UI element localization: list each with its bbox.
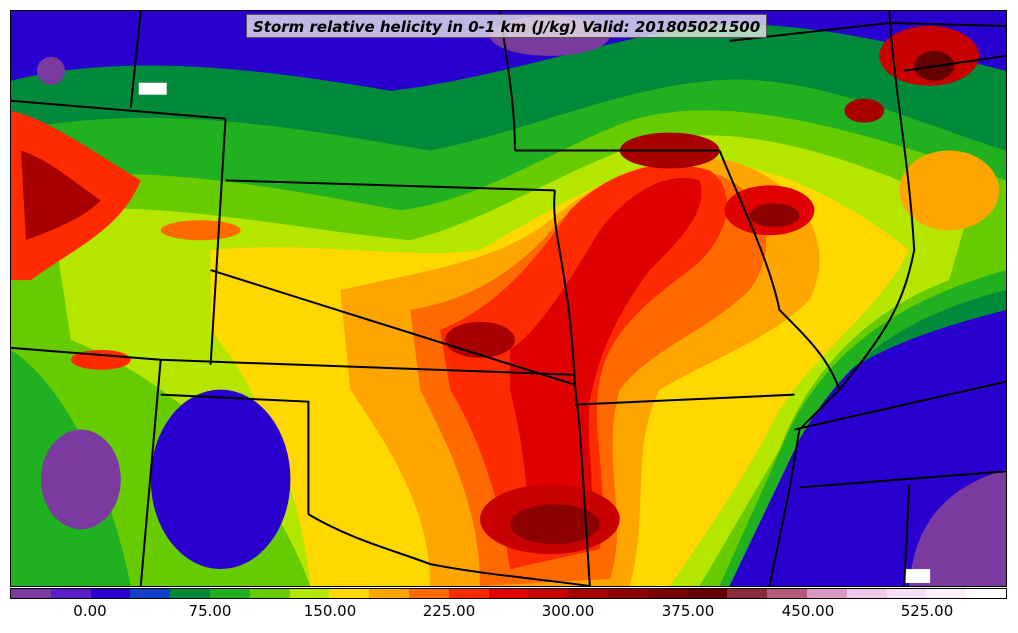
boundary-illinois-east xyxy=(838,11,916,391)
colorbar-segment xyxy=(846,589,887,598)
southeast-purple-region xyxy=(909,469,1006,586)
colorbar-segment xyxy=(966,589,1006,598)
boundary-arkansas-north xyxy=(574,393,795,406)
colorbar-segment xyxy=(50,589,91,598)
boundary-wyoming-east xyxy=(209,118,227,365)
colorbar-segment xyxy=(767,589,807,598)
lakes-orange-patch xyxy=(899,150,1000,231)
boundary-nebraska-north xyxy=(129,11,142,108)
boundary-mississippi-river xyxy=(718,150,841,586)
colorbar-segment xyxy=(11,589,51,598)
colorbar-segment xyxy=(329,589,370,598)
colorbar-segment xyxy=(528,589,569,598)
illinois-max-patch xyxy=(749,203,800,228)
far-nw-purple-spot xyxy=(36,56,65,85)
colorbar-tick-label: 150.00 xyxy=(303,602,357,620)
colorbar-segment xyxy=(408,589,449,598)
colorbar-segment xyxy=(209,589,250,598)
boundary-north-top xyxy=(889,21,1006,27)
texas-blue-region xyxy=(150,389,291,570)
colorbar-segment xyxy=(806,589,847,598)
colorbar-tick-label: 525.00 xyxy=(900,602,954,620)
colorbar-tick-label: 0.00 xyxy=(73,602,107,620)
colorbar-segment xyxy=(926,589,967,598)
boundary-missouri-west xyxy=(553,190,591,586)
west-darkred-streaks xyxy=(20,150,101,241)
colorado-orange-streak xyxy=(160,220,241,241)
white-spot-southeast xyxy=(905,569,931,584)
boundary-tennessee-south xyxy=(799,470,1006,489)
red-core-dark xyxy=(509,177,702,550)
boundary-red-river xyxy=(307,513,590,586)
boundary-kentucky-tennessee xyxy=(794,380,1006,431)
colorbar-tick-label: 75.00 xyxy=(188,602,232,620)
colorbar-segment xyxy=(727,589,768,598)
colorbar-segment xyxy=(289,589,330,598)
colorbar-tick-label: 450.00 xyxy=(781,602,835,620)
colorbar-segment xyxy=(647,589,688,598)
kansas-darkred-patch xyxy=(445,321,515,358)
map-title: Storm relative helicity in 0-1 km (J/kg)… xyxy=(246,14,768,38)
colorbar-segment xyxy=(886,589,927,598)
boundary-lake-michigan xyxy=(904,54,1006,72)
colorbar-segment xyxy=(568,589,608,598)
boundary-alabama-west xyxy=(903,484,911,586)
colorbar-segment xyxy=(249,589,290,598)
white-spot-north xyxy=(138,82,167,95)
boundary-sd-south xyxy=(225,179,555,192)
colorbar-segment xyxy=(170,589,210,598)
colorbar-segment xyxy=(369,589,409,598)
sw-purple-region xyxy=(40,429,121,530)
colorbar-segment xyxy=(488,589,529,598)
boundary-nebraska-south xyxy=(210,269,576,386)
colorbar-segment xyxy=(607,589,648,598)
state-boundaries xyxy=(11,11,1006,586)
colorbar-tick-label: 225.00 xyxy=(422,602,476,620)
oklahoma-darkred-core xyxy=(509,504,600,545)
colorbar-segment xyxy=(130,589,171,598)
boundary-oklahoma-panhandle xyxy=(160,393,310,515)
colorbar-tick-label: 300.00 xyxy=(541,602,595,620)
map-panel xyxy=(10,10,1007,587)
colorbar-segment xyxy=(687,589,728,598)
colorbar xyxy=(10,588,1007,599)
colorbar-tick-label: 375.00 xyxy=(661,602,715,620)
helicity-map xyxy=(11,11,1006,586)
colorbar-segment xyxy=(448,589,489,598)
colorbar-segment xyxy=(90,589,131,598)
boundary-oklahoma-north xyxy=(139,359,162,586)
michigan-red-patch xyxy=(844,98,885,123)
boundary-montana-south xyxy=(11,99,226,120)
colorbar-labels: 0.00 75.00 150.00 225.00 300.00 375.00 450.00 5… xyxy=(0,602,1018,626)
